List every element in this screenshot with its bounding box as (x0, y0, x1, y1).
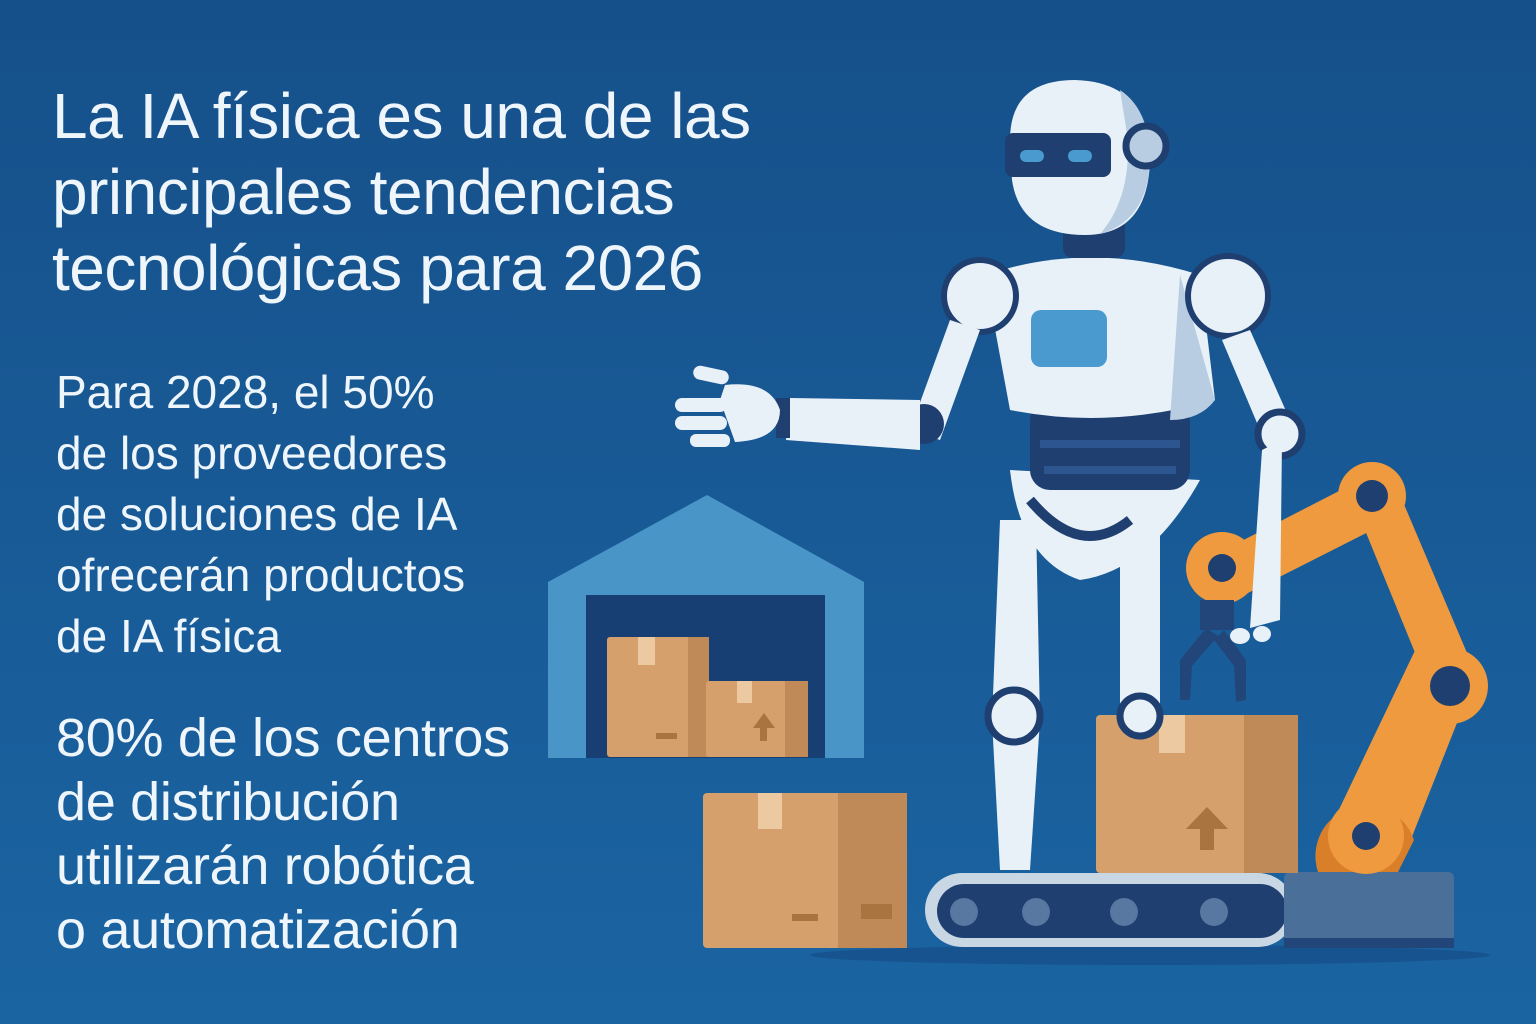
stat-line: o automatización (56, 900, 460, 960)
headline-line: tecnológicas para 2026 (52, 232, 703, 304)
stat-line: de los proveedores (56, 427, 448, 479)
stat-distribution-centers: 80% de los centros de distribución utili… (56, 706, 510, 962)
stat-line: de distribución (56, 772, 400, 832)
stat-line: Para 2028, el 50% (56, 366, 435, 418)
headline-line: La IA física es una de las (52, 80, 751, 152)
box-icon (706, 681, 808, 757)
stat-line: 80% de los centros (56, 708, 510, 768)
stat-line: ofrecerán productos (56, 549, 466, 601)
conveyor-belt-icon (810, 872, 1490, 965)
stat-line: de soluciones de IA (56, 488, 458, 540)
box-icon (1096, 715, 1298, 873)
warehouse-icon (548, 495, 864, 758)
humanoid-robot-icon (675, 80, 1306, 870)
headline: La IA física es una de las principales t… (52, 78, 952, 306)
stat-line: de IA física (56, 610, 282, 662)
stat-line: utilizarán robótica (56, 836, 474, 896)
headline-line: principales tendencias (52, 156, 675, 228)
stat-ai-vendors: Para 2028, el 50% de los proveedores de … (56, 362, 465, 667)
robot-arm-icon (1180, 462, 1488, 874)
box-icon (607, 637, 709, 757)
box-icon (703, 793, 907, 948)
